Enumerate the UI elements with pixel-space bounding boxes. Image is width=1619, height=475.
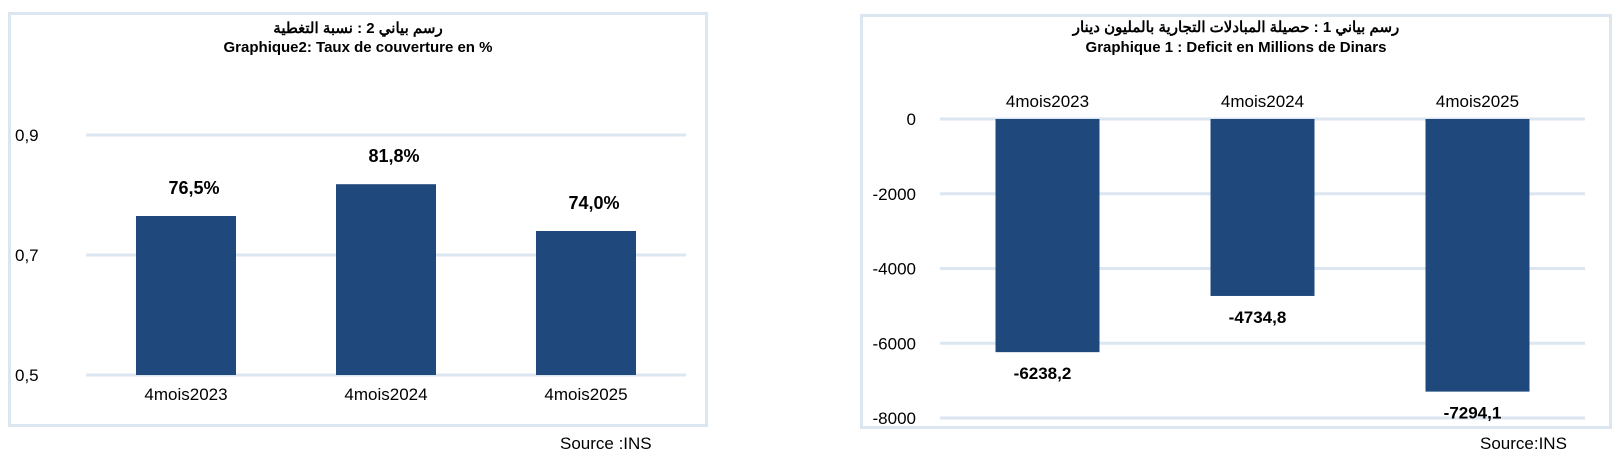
y-tick-label: 0,5 (15, 366, 39, 385)
x-tick-label: 4mois2023 (144, 385, 227, 404)
coverage-rate-chart-panel: رسم بياني 2 : نسبة التغطية Graphique2: T… (8, 12, 708, 427)
data-label: 76,5% (168, 178, 219, 198)
source-note: Source:INS (1480, 434, 1567, 453)
y-tick-label: -8000 (873, 409, 916, 426)
y-tick-label: -4000 (873, 260, 916, 279)
source-note: Source :INS (560, 434, 652, 453)
coverage-bar-chart: 0,5 0,7 0,9 76,5% 4mois2023 81,8% 4mois2024 74,… (15, 126, 686, 404)
y-tick-label: 0,9 (15, 126, 39, 145)
x-tick-label: 4mois2025 (1436, 92, 1519, 111)
y-tick-label: 0,7 (15, 246, 39, 265)
data-label: 81,8% (368, 146, 419, 166)
data-label: -4734,8 (1229, 308, 1287, 327)
y-tick-label: -2000 (873, 185, 916, 204)
y-tick-label: 0 (907, 110, 916, 129)
y-tick-label: -6000 (873, 334, 916, 353)
bar (995, 119, 1100, 353)
x-tick-label: 4mois2025 (544, 385, 627, 404)
chart-title-arabic: رسم بياني 1 : حصيلة المبادلات التجارية ب… (1072, 19, 1400, 36)
bar (1210, 119, 1315, 296)
deficit-bar-chart: 0 -2000 -4000 -6000 -8000 -6238,2 4mois2023 -47… (873, 92, 1585, 426)
x-tick-label: 4mois2024 (344, 385, 427, 404)
x-tick-label: 4mois2023 (1006, 92, 1089, 111)
x-tick-label: 4mois2024 (1221, 92, 1304, 111)
data-label: -6238,2 (1014, 364, 1072, 383)
deficit-chart-panel: رسم بياني 1 : حصيلة المبادلات التجارية ب… (860, 14, 1612, 429)
chart-title-french: Graphique2: Taux de couverture en % (223, 39, 493, 56)
chart-title-arabic: رسم بياني 2 : نسبة التغطية (273, 20, 443, 37)
bar (536, 231, 636, 375)
bar (336, 184, 436, 375)
chart-title-french: Graphique 1 : Deficit en Millions de Din… (1085, 39, 1387, 56)
bar (136, 216, 236, 375)
data-label: 74,0% (568, 193, 619, 213)
data-label: -7294,1 (1444, 404, 1502, 423)
bar (1425, 119, 1530, 392)
